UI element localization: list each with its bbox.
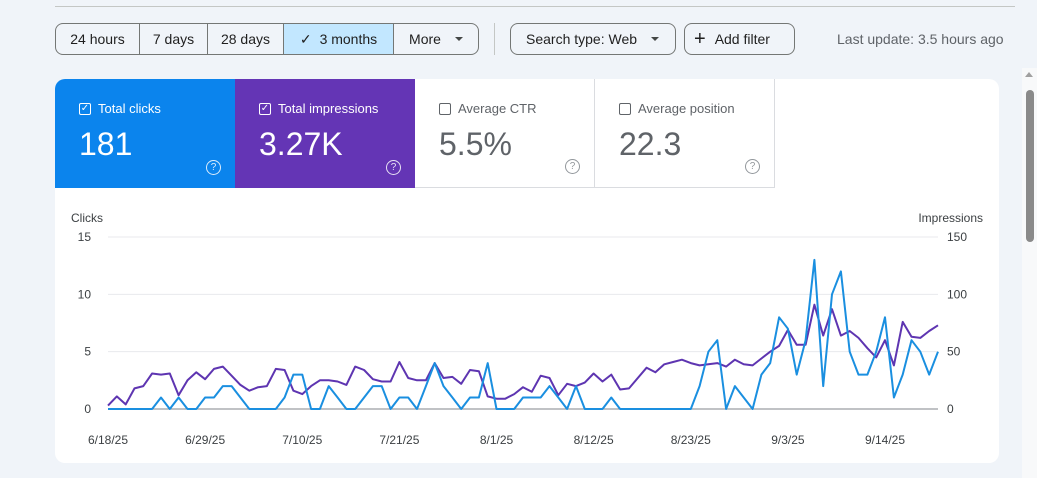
performance-chart: Clicks Impressions 0510150501001506/18/2… bbox=[71, 211, 983, 447]
metric-total-impressions[interactable]: ✓ Total impressions 3.27K ? bbox=[235, 79, 415, 188]
metric-average-ctr[interactable]: Average CTR 5.5% ? bbox=[415, 79, 595, 188]
check-icon: ✓ bbox=[299, 30, 312, 47]
search-type-dropdown[interactable]: Search type: Web bbox=[510, 23, 676, 55]
metric-label: Total clicks bbox=[98, 101, 161, 116]
left-tick-label: 10 bbox=[78, 287, 92, 301]
x-tick-label: 8/23/25 bbox=[671, 433, 711, 447]
x-tick-label: 9/14/25 bbox=[865, 433, 905, 447]
series-line-impressions bbox=[107, 303, 939, 407]
left-tick-label: 0 bbox=[84, 402, 91, 416]
scroll-up-arrow-icon[interactable] bbox=[1025, 72, 1033, 77]
x-tick-label: 7/10/25 bbox=[282, 433, 322, 447]
metric-value: 3.27K bbox=[259, 126, 343, 162]
metric-value: 5.5% bbox=[439, 126, 512, 162]
help-icon[interactable]: ? bbox=[386, 160, 401, 175]
x-tick-label: 8/12/25 bbox=[574, 433, 614, 447]
x-tick-label: 6/18/25 bbox=[88, 433, 128, 447]
toolbar-divider bbox=[494, 23, 495, 55]
right-tick-label: 50 bbox=[947, 345, 961, 359]
metric-label: Average CTR bbox=[458, 101, 537, 116]
top-divider bbox=[55, 6, 1015, 7]
range-label: More bbox=[409, 31, 441, 47]
checkbox-checked-icon[interactable]: ✓ bbox=[79, 102, 91, 115]
left-tick-label: 15 bbox=[78, 230, 92, 244]
date-range-selector: 24 hours 7 days 28 days ✓ 3 months More bbox=[55, 23, 479, 55]
caret-down-icon bbox=[651, 37, 660, 41]
range-28-days-button[interactable]: 28 days bbox=[208, 24, 284, 54]
x-tick-label: 6/29/25 bbox=[185, 433, 225, 447]
range-label: 28 days bbox=[220, 31, 271, 47]
metric-total-clicks[interactable]: ✓ Total clicks 181 ? bbox=[55, 79, 235, 188]
help-icon[interactable]: ? bbox=[565, 159, 580, 174]
help-icon[interactable]: ? bbox=[206, 160, 221, 175]
metric-average-position[interactable]: Average position 22.3 ? bbox=[595, 79, 775, 188]
performance-card: ✓ Total clicks 181 ? ✓ Total impressions 3… bbox=[55, 79, 999, 463]
right-axis-label: Impressions bbox=[918, 211, 983, 225]
metric-value: 22.3 bbox=[619, 126, 682, 162]
right-tick-label: 150 bbox=[947, 230, 967, 244]
x-tick-label: 7/21/25 bbox=[379, 433, 419, 447]
metric-value: 181 bbox=[79, 126, 133, 162]
last-update-text: Last update: 3.5 hours ago bbox=[837, 31, 1004, 47]
right-tick-label: 0 bbox=[947, 402, 954, 416]
plus-icon: + bbox=[694, 28, 706, 50]
scrollbar-thumb[interactable] bbox=[1026, 90, 1034, 242]
range-7-days-button[interactable]: 7 days bbox=[140, 24, 208, 54]
caret-down-icon bbox=[454, 37, 463, 41]
x-tick-label: 8/1/25 bbox=[480, 433, 514, 447]
range-label: 24 hours bbox=[70, 31, 125, 47]
range-label: 3 months bbox=[319, 31, 378, 47]
help-icon[interactable]: ? bbox=[745, 159, 760, 174]
right-tick-label: 100 bbox=[947, 287, 967, 301]
checkbox-unchecked-icon[interactable] bbox=[439, 102, 451, 115]
x-tick-label: 9/3/25 bbox=[771, 433, 805, 447]
search-type-label: Search type: Web bbox=[526, 31, 638, 47]
left-tick-label: 5 bbox=[84, 345, 91, 359]
checkbox-unchecked-icon[interactable] bbox=[619, 102, 631, 115]
checkbox-checked-icon[interactable]: ✓ bbox=[259, 102, 271, 115]
metric-label: Average position bbox=[638, 101, 735, 116]
range-3-months-button[interactable]: ✓ 3 months bbox=[284, 24, 394, 54]
metric-label: Total impressions bbox=[278, 101, 379, 116]
left-axis-label: Clicks bbox=[71, 211, 103, 225]
range-label: 7 days bbox=[152, 31, 195, 47]
add-filter-button[interactable]: + Add filter bbox=[684, 23, 795, 55]
range-24-hours-button[interactable]: 24 hours bbox=[56, 24, 140, 54]
vertical-scrollbar[interactable] bbox=[1022, 68, 1037, 478]
range-more-button[interactable]: More bbox=[394, 24, 478, 54]
add-filter-label: Add filter bbox=[714, 31, 770, 47]
